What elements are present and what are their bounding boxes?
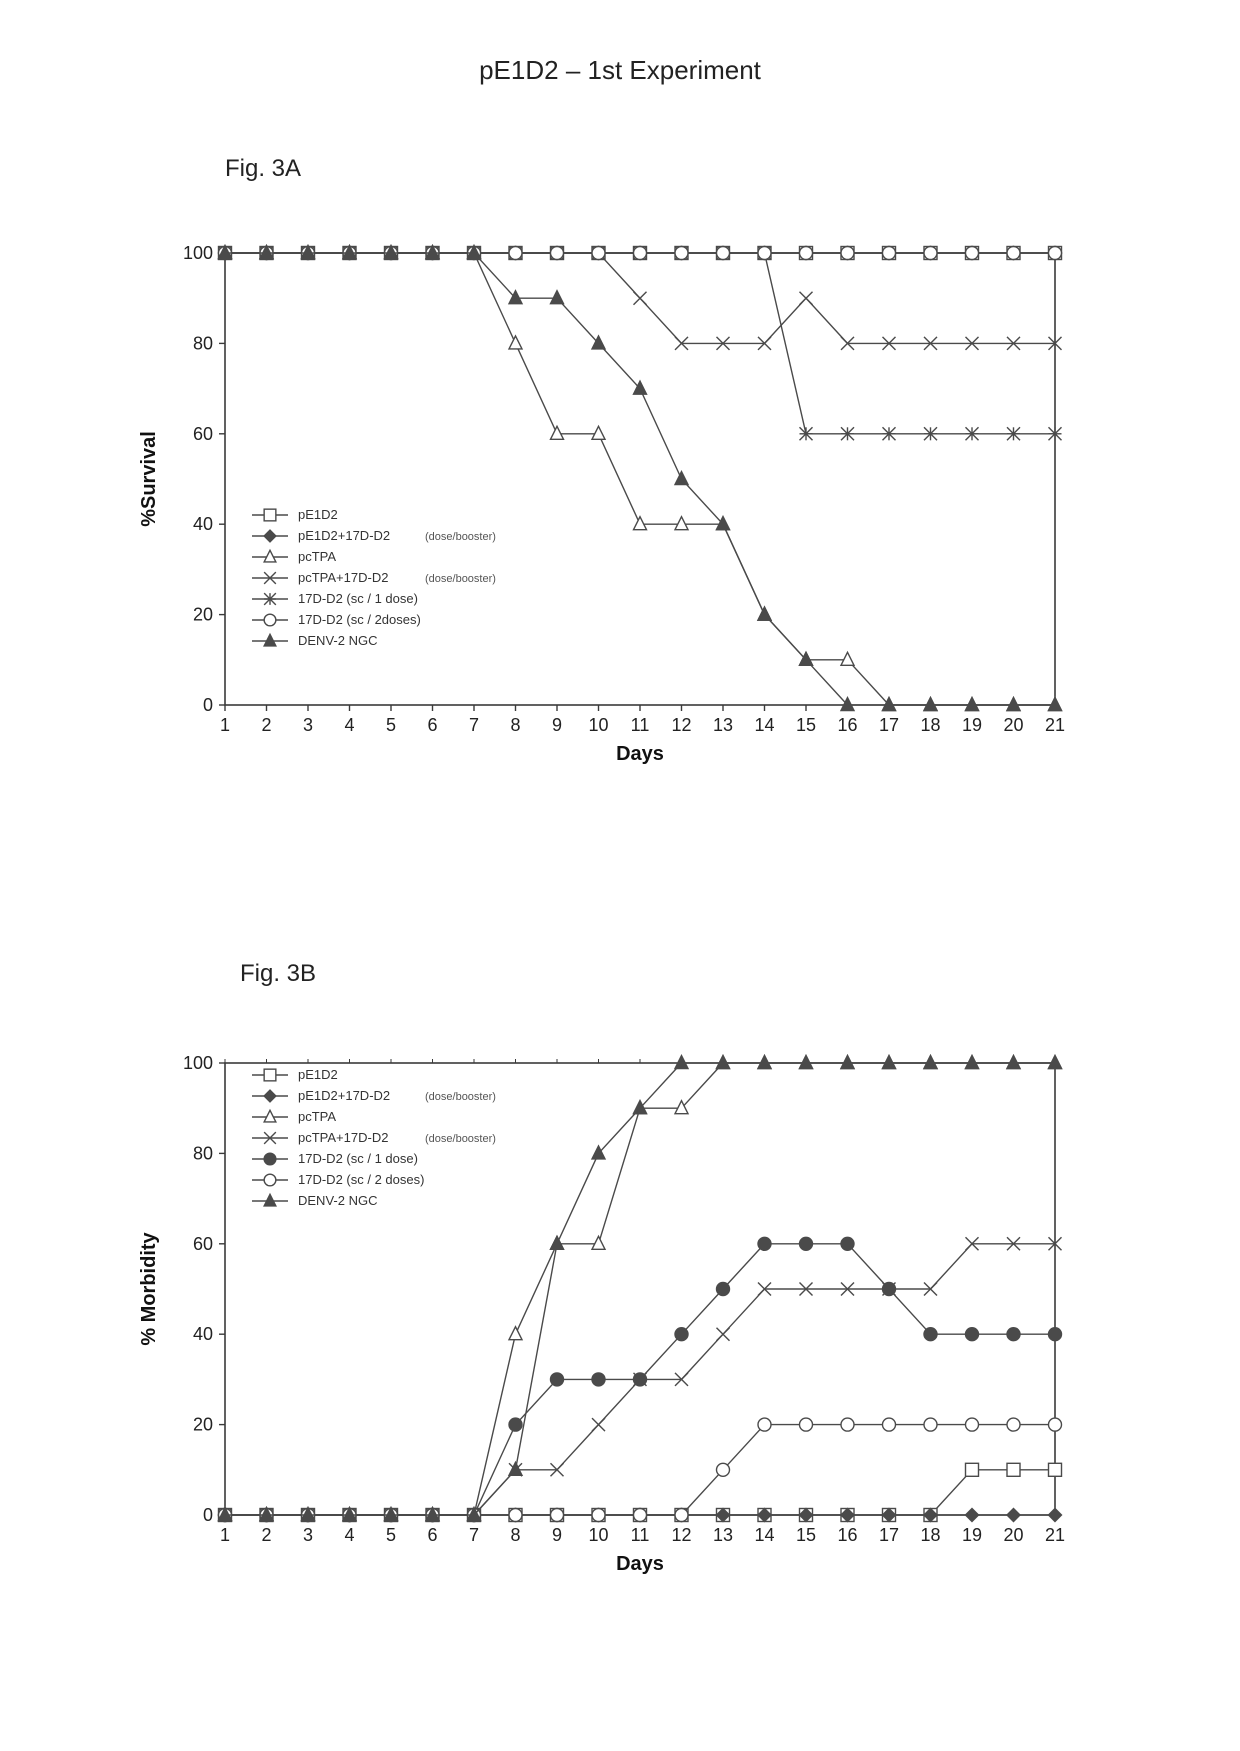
svg-text:17D-D2 (sc / 1 dose): 17D-D2 (sc / 1 dose) bbox=[298, 1151, 418, 1166]
svg-text:6: 6 bbox=[427, 715, 437, 735]
chart-3b: 0204060801001234567891011121314151617181… bbox=[120, 1045, 1080, 1605]
svg-text:11: 11 bbox=[631, 715, 650, 735]
svg-text:80: 80 bbox=[193, 1143, 213, 1163]
svg-text:pE1D2+17D-D2: pE1D2+17D-D2 bbox=[298, 528, 390, 543]
svg-text:14: 14 bbox=[754, 715, 774, 735]
svg-text:21: 21 bbox=[1045, 1525, 1065, 1545]
svg-text:3: 3 bbox=[303, 1525, 313, 1545]
svg-text:DENV-2 NGC: DENV-2 NGC bbox=[298, 633, 377, 648]
chart-3a: 0204060801001234567891011121314151617181… bbox=[120, 235, 1080, 795]
svg-text:12: 12 bbox=[671, 1525, 691, 1545]
svg-text:DENV-2 NGC: DENV-2 NGC bbox=[298, 1193, 377, 1208]
svg-text:20: 20 bbox=[193, 1415, 213, 1435]
svg-text:% Morbidity: % Morbidity bbox=[138, 1231, 160, 1345]
main-title: pE1D2 – 1st Experiment bbox=[0, 55, 1240, 86]
svg-text:16: 16 bbox=[837, 715, 857, 735]
svg-text:20: 20 bbox=[1003, 715, 1023, 735]
fig3a-label: Fig. 3A bbox=[225, 155, 301, 183]
svg-text:20: 20 bbox=[193, 605, 213, 625]
svg-text:7: 7 bbox=[469, 1525, 479, 1545]
svg-text:8: 8 bbox=[510, 1525, 520, 1545]
svg-text:40: 40 bbox=[193, 514, 213, 534]
svg-text:(dose/booster): (dose/booster) bbox=[425, 1133, 496, 1145]
svg-text:0: 0 bbox=[203, 695, 213, 715]
svg-text:4: 4 bbox=[344, 1525, 354, 1545]
svg-text:15: 15 bbox=[796, 715, 816, 735]
svg-text:13: 13 bbox=[713, 715, 733, 735]
svg-text:20: 20 bbox=[1003, 1525, 1023, 1545]
fig3b-label: Fig. 3B bbox=[240, 960, 316, 988]
svg-text:14: 14 bbox=[754, 1525, 774, 1545]
svg-text:19: 19 bbox=[962, 715, 982, 735]
svg-text:1: 1 bbox=[220, 715, 230, 735]
svg-text:pcTPA: pcTPA bbox=[298, 549, 336, 564]
svg-text:17D-D2 (sc / 2 doses): 17D-D2 (sc / 2 doses) bbox=[298, 1172, 424, 1187]
svg-text:80: 80 bbox=[193, 333, 213, 353]
svg-text:18: 18 bbox=[920, 1525, 940, 1545]
svg-text:(dose/booster): (dose/booster) bbox=[425, 531, 496, 543]
svg-text:5: 5 bbox=[386, 715, 396, 735]
svg-text:19: 19 bbox=[962, 1525, 982, 1545]
svg-text:9: 9 bbox=[552, 715, 562, 735]
svg-text:6: 6 bbox=[427, 1525, 437, 1545]
svg-text:10: 10 bbox=[588, 1525, 608, 1545]
svg-text:16: 16 bbox=[837, 1525, 857, 1545]
svg-text:100: 100 bbox=[183, 1053, 213, 1073]
svg-text:12: 12 bbox=[671, 715, 691, 735]
svg-text:21: 21 bbox=[1045, 715, 1065, 735]
svg-text:40: 40 bbox=[193, 1324, 213, 1344]
svg-text:pcTPA+17D-D2: pcTPA+17D-D2 bbox=[298, 1130, 388, 1145]
svg-text:18: 18 bbox=[920, 715, 940, 735]
svg-text:17: 17 bbox=[879, 1525, 899, 1545]
svg-text:100: 100 bbox=[183, 243, 213, 263]
svg-text:4: 4 bbox=[344, 715, 354, 735]
svg-text:8: 8 bbox=[510, 715, 520, 735]
svg-text:(dose/booster): (dose/booster) bbox=[425, 573, 496, 585]
svg-text:2: 2 bbox=[261, 1525, 271, 1545]
svg-text:%Survival: %Survival bbox=[138, 431, 160, 527]
svg-text:pE1D2: pE1D2 bbox=[298, 507, 338, 522]
svg-text:pcTPA+17D-D2: pcTPA+17D-D2 bbox=[298, 570, 388, 585]
svg-text:13: 13 bbox=[713, 1525, 733, 1545]
svg-text:3: 3 bbox=[303, 715, 313, 735]
svg-text:7: 7 bbox=[469, 715, 479, 735]
svg-text:2: 2 bbox=[261, 715, 271, 735]
svg-text:60: 60 bbox=[193, 424, 213, 444]
svg-text:(dose/booster): (dose/booster) bbox=[425, 1091, 496, 1103]
page: pE1D2 – 1st Experiment Fig. 3A 020406080… bbox=[0, 0, 1240, 1751]
svg-text:9: 9 bbox=[552, 1525, 562, 1545]
svg-text:11: 11 bbox=[631, 1525, 650, 1545]
svg-text:Days: Days bbox=[616, 1553, 664, 1575]
svg-text:17D-D2 (sc / 1 dose): 17D-D2 (sc / 1 dose) bbox=[298, 591, 418, 606]
svg-text:Days: Days bbox=[616, 743, 664, 765]
svg-text:15: 15 bbox=[796, 1525, 816, 1545]
svg-text:pE1D2: pE1D2 bbox=[298, 1067, 338, 1082]
svg-text:1: 1 bbox=[220, 1525, 230, 1545]
svg-text:pE1D2+17D-D2: pE1D2+17D-D2 bbox=[298, 1088, 390, 1103]
svg-text:10: 10 bbox=[588, 715, 608, 735]
svg-text:pcTPA: pcTPA bbox=[298, 1109, 336, 1124]
svg-text:60: 60 bbox=[193, 1234, 213, 1254]
svg-text:0: 0 bbox=[203, 1505, 213, 1525]
svg-text:5: 5 bbox=[386, 1525, 396, 1545]
svg-text:17: 17 bbox=[879, 715, 899, 735]
svg-text:17D-D2 (sc / 2doses): 17D-D2 (sc / 2doses) bbox=[298, 612, 421, 627]
